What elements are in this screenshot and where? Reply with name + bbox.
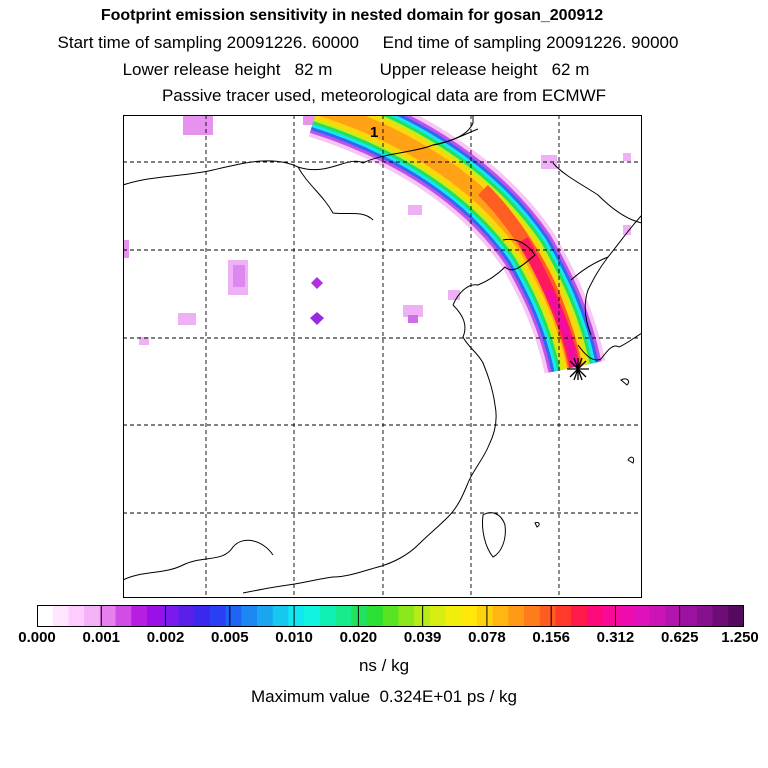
colorbar-segment — [241, 605, 258, 627]
colorbar-segment — [398, 605, 415, 627]
footprint-map: 1 — [123, 115, 642, 598]
colorbar-tick-label: 0.020 — [339, 629, 378, 646]
colorbar-segment — [524, 605, 541, 627]
colorbar-tick-label: 0.625 — [660, 629, 699, 646]
colorbar-segment — [649, 605, 667, 627]
colorbar-segment — [68, 605, 85, 627]
colorbar-segment — [99, 605, 117, 627]
colorbar-segment — [382, 605, 399, 627]
colorbar-tick-label: 0.005 — [211, 629, 249, 646]
coastlines — [123, 115, 642, 594]
colorbar-segment — [84, 605, 101, 627]
colorbar-segment — [52, 605, 70, 627]
colorbar-segment — [602, 605, 619, 627]
receptor-marker — [567, 357, 589, 381]
colorbar-segment — [492, 605, 509, 627]
graticule — [123, 115, 642, 598]
colorbar-segment — [555, 605, 572, 627]
sampling-time-line: Start time of sampling 20091226. 60000 E… — [57, 33, 679, 52]
map-frame — [123, 115, 642, 598]
colorbar-segment — [429, 605, 447, 627]
colorbar-segment — [476, 605, 494, 627]
colorbar-segment — [634, 605, 651, 627]
colorbar-segment — [445, 605, 462, 627]
colorbar-segment — [319, 605, 337, 627]
colorbar-segment — [256, 605, 274, 627]
colorbar-tick-label: 0.039 — [403, 629, 442, 646]
footprint-plume — [308, 115, 606, 374]
colorbar-segment — [209, 605, 227, 627]
colorbar-segment — [508, 605, 525, 627]
colorbar-segment — [461, 605, 478, 627]
colorbar-segment — [681, 605, 698, 627]
colorbar-segment — [335, 605, 352, 627]
colorbar-segment — [304, 605, 321, 627]
colorbar-segment — [178, 605, 195, 627]
maximum-value: Maximum value 0.324E+01 ps / kg — [251, 687, 517, 706]
colorbar-tick-label: 0.002 — [146, 629, 185, 646]
colorbar-segment — [539, 605, 557, 627]
colorbar-segment — [586, 605, 604, 627]
colorbar — [37, 605, 744, 627]
colorbar-tick-label: 0.078 — [468, 629, 506, 646]
colorbar-segment — [712, 605, 729, 627]
colorbar-segment — [194, 605, 211, 627]
colorbar-segment — [225, 605, 242, 627]
colorbar-units: ns / kg — [358, 656, 410, 675]
colorbar-segment — [162, 605, 179, 627]
colorbar-tick-label: 0.156 — [532, 629, 570, 646]
plume-label: 1 — [370, 124, 378, 141]
colorbar-segment — [571, 605, 588, 627]
colorbar-tick-label: 1.250 — [721, 629, 759, 646]
colorbar-segment — [288, 605, 305, 627]
hotspot-a — [311, 277, 323, 289]
colorbar-segment — [665, 605, 682, 627]
colorbar-segment — [618, 605, 635, 627]
colorbar-segment — [37, 605, 54, 627]
colorbar-tick-label: 0.312 — [596, 629, 635, 646]
colorbar-tick-label: 0.010 — [275, 629, 313, 646]
tracer-info-line: Passive tracer used, meteorological data… — [161, 86, 607, 105]
hotspot-b — [310, 312, 324, 325]
colorbar-segment — [696, 605, 714, 627]
release-height-line: Lower release height 82 m Upper release … — [122, 60, 590, 79]
colorbar-segment — [146, 605, 164, 627]
colorbar-frame — [37, 605, 744, 627]
colorbar-segment — [115, 605, 132, 627]
colorbar-tick-label: 0.001 — [82, 629, 121, 646]
colorbar-segment — [351, 605, 368, 627]
colorbar-segment — [728, 605, 744, 627]
map-title: Footprint emission sensitivity in nested… — [100, 7, 604, 24]
colorbar-segment — [131, 605, 148, 627]
colorbar-segment — [272, 605, 289, 627]
colorbar-tick-label: 0.000 — [18, 629, 56, 646]
colorbar-segment — [366, 605, 384, 627]
